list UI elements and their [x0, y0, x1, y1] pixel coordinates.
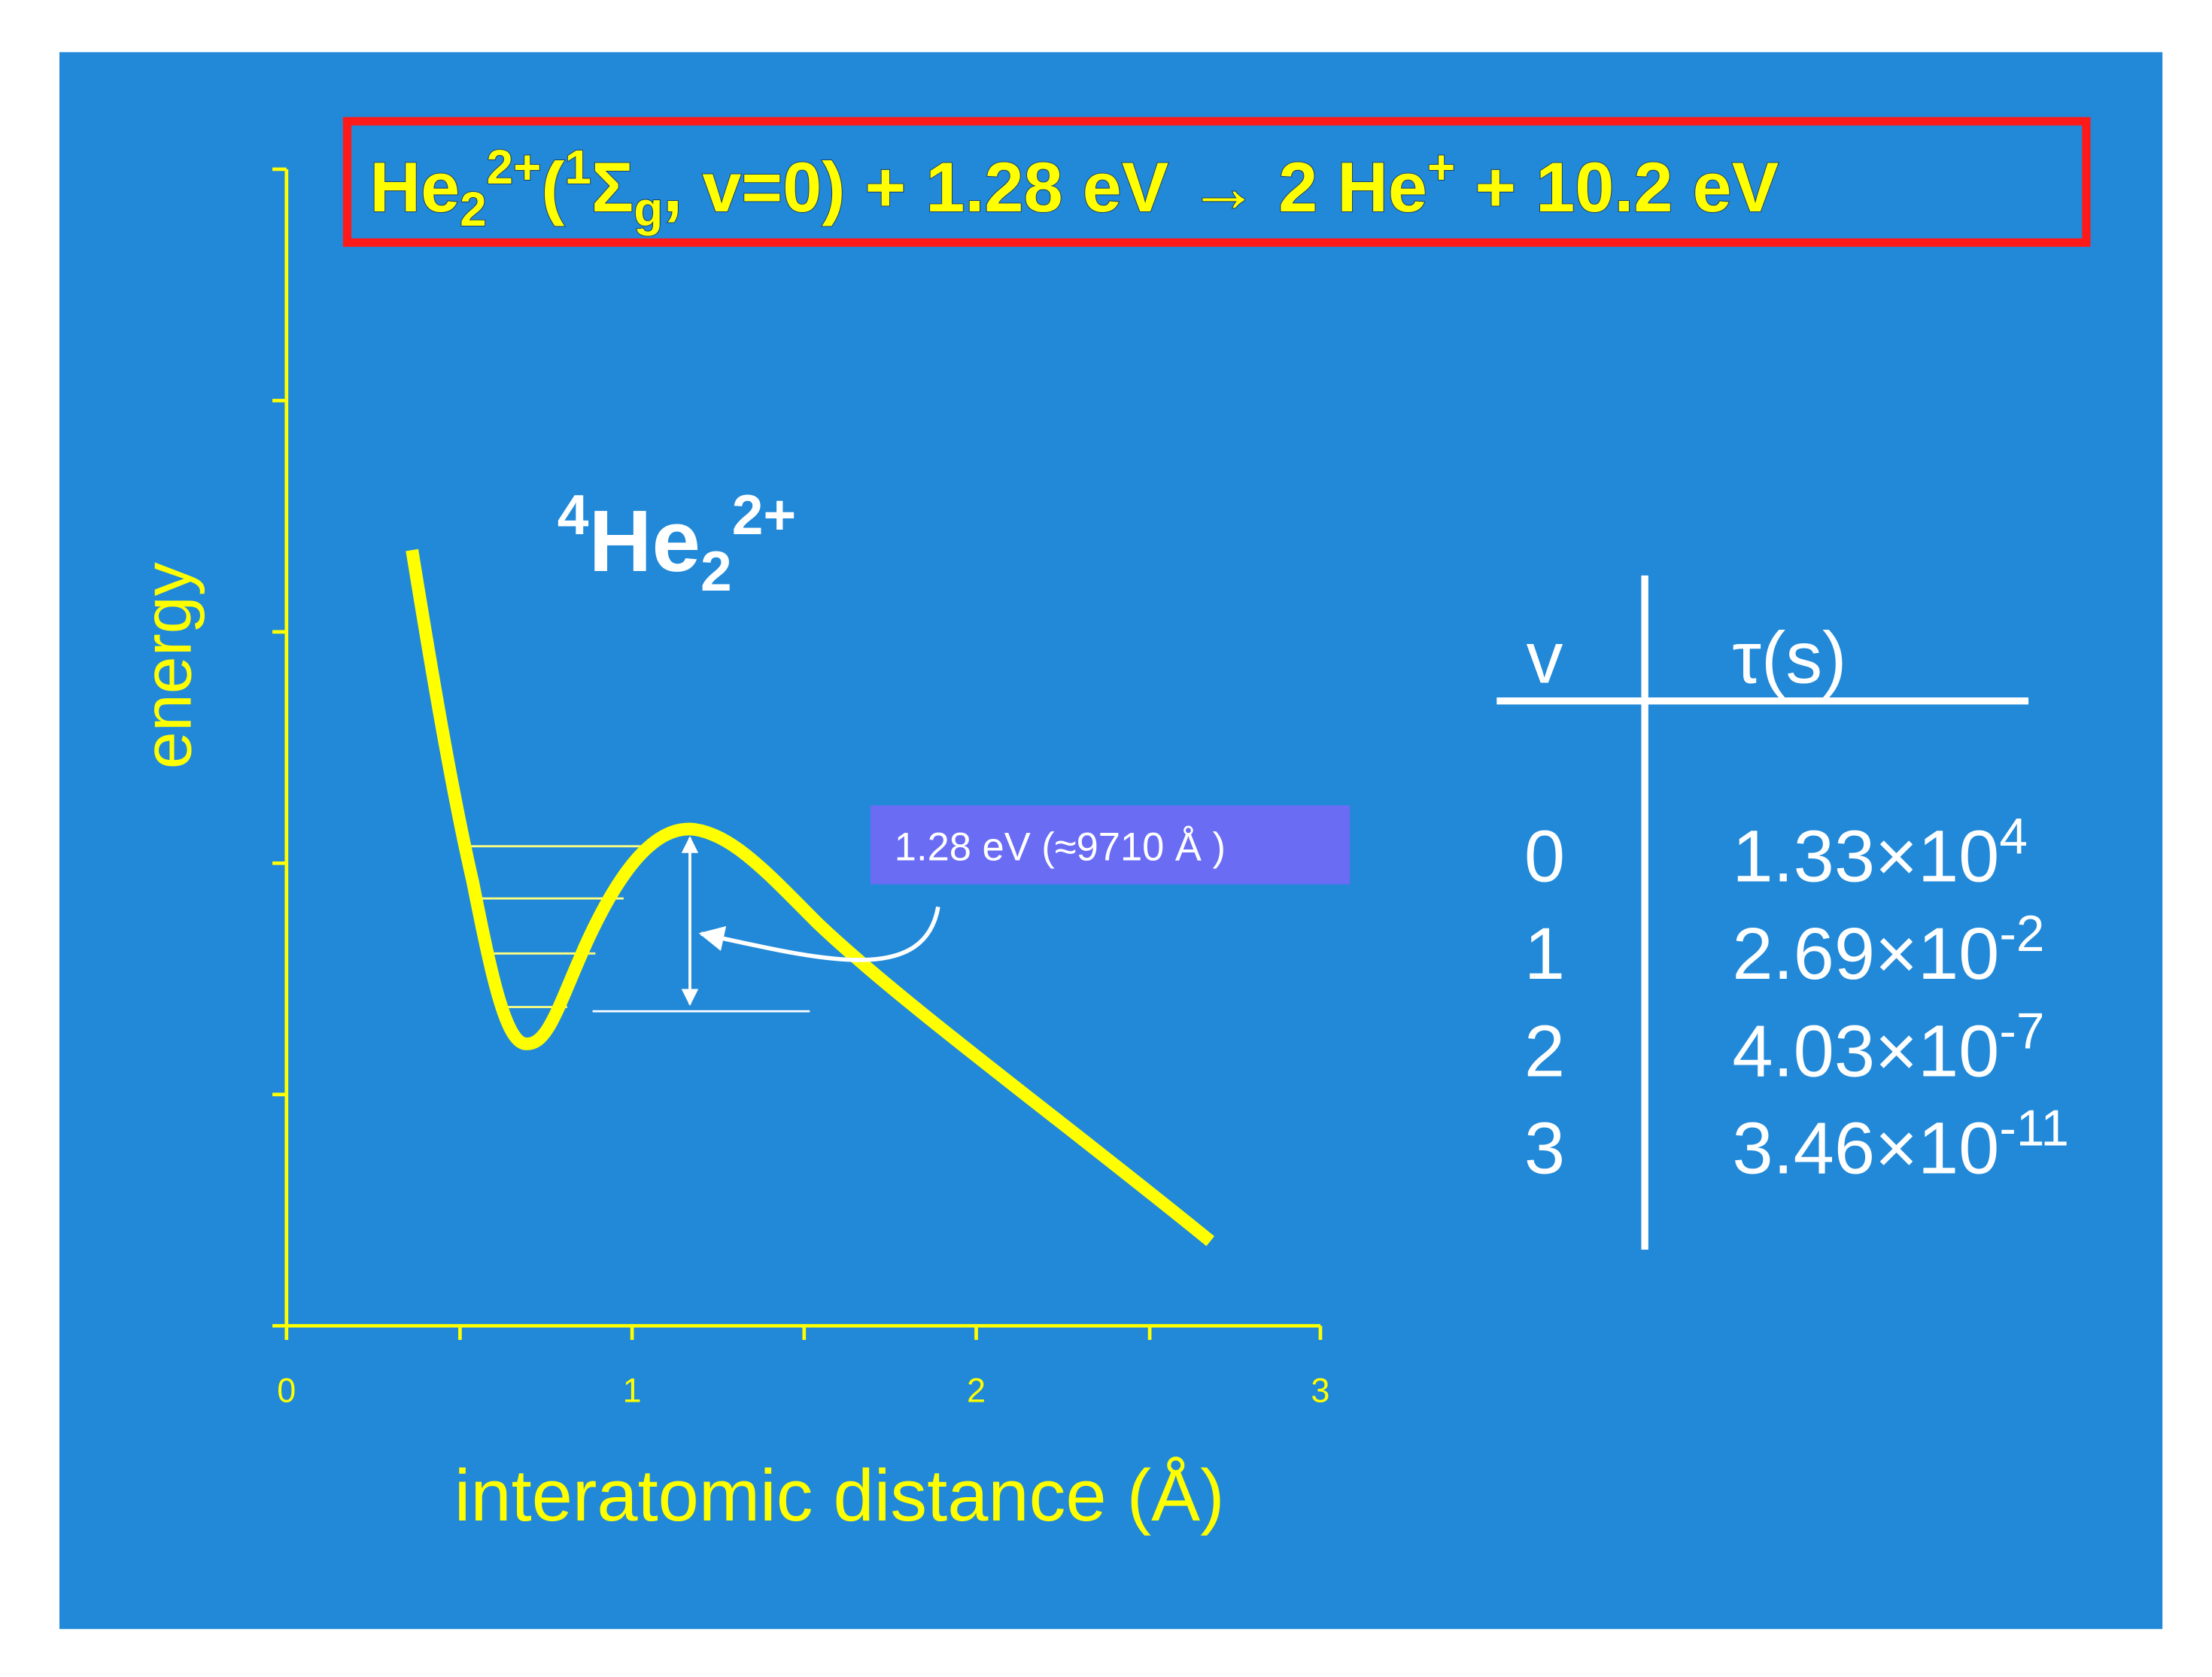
- x-axis-label: interatomic distance (Å): [454, 1454, 1225, 1536]
- x-tick-label: 1: [623, 1371, 642, 1409]
- tau-exponent: -11: [1999, 1100, 2069, 1156]
- x-tick-label: 2: [967, 1371, 986, 1409]
- molecule-label: 4He22+: [558, 484, 796, 603]
- tau-mantissa: 1.33×10: [1732, 816, 1999, 898]
- eq-part: Σ: [591, 147, 634, 226]
- annotation: 1.28 eV (≈9710 Å ): [895, 825, 1226, 870]
- table-tau: 4.03×10-7: [1732, 1003, 2044, 1092]
- table-tau: 1.33×104: [1732, 808, 2028, 897]
- eq-part: (: [541, 147, 565, 226]
- table-tau: 3.46×10-11: [1732, 1100, 2069, 1189]
- eq-sub: g: [634, 182, 663, 236]
- eq-sup: +: [1427, 140, 1455, 194]
- table-v: 1: [1524, 913, 1565, 995]
- table-header: v: [1527, 616, 1563, 698]
- table-rows: 0 1.33×104 1 2.69×10-2 2 4.03×10-7 3 3.46×10-11: [1524, 808, 2069, 1189]
- table-v: 0: [1524, 816, 1565, 898]
- eq-sub: 2: [460, 182, 486, 236]
- annotation-box: [870, 805, 1351, 885]
- y-axis-label: energy: [130, 562, 205, 769]
- eq-part: , v=0) + 1.28 eV → 2 He: [663, 147, 1427, 226]
- axes: [272, 167, 1323, 1340]
- table-tau: 2.69×10-2: [1732, 906, 2044, 995]
- x-tick-label: 0: [277, 1371, 296, 1409]
- tau-exponent: -7: [1999, 1003, 2044, 1059]
- mol-sub: 2: [700, 539, 732, 603]
- table-v: 3: [1524, 1107, 1565, 1189]
- eq-part: He: [369, 147, 460, 226]
- tau-exponent: 4: [1999, 808, 2028, 864]
- equation-box: [342, 117, 2091, 248]
- eq-sup: 1: [565, 140, 591, 194]
- lifetime-table: v τ(s) 0 1.33×104 1 2.69×10-2 2 4.03×10-7 3 3.4…: [1496, 575, 2069, 1250]
- eq-part: + 10.2 eV: [1455, 147, 1779, 226]
- mol-part: He: [588, 492, 700, 590]
- potential-curve: [406, 548, 1215, 1247]
- tau-exponent: -2: [1999, 906, 2044, 962]
- mol-sup: 4: [558, 484, 589, 547]
- pointer-arrow: [698, 906, 940, 962]
- equation: He22+(1Σg, v=0) + 1.28 eV → 2 He+ + 10.2…: [369, 140, 1779, 236]
- eq-sup: 2+: [487, 140, 542, 194]
- tau-mantissa: 4.03×10: [1732, 1010, 1999, 1092]
- tau-mantissa: 2.69×10: [1732, 913, 1999, 995]
- table-v: 2: [1524, 1010, 1565, 1092]
- mol-sup: 2+: [732, 484, 796, 547]
- x-tick-labels: 0 1 2 3: [277, 1371, 1329, 1409]
- tau-mantissa: 3.46×10: [1732, 1107, 1999, 1189]
- x-tick-label: 3: [1311, 1371, 1329, 1409]
- table-header: τ(s): [1732, 616, 1846, 698]
